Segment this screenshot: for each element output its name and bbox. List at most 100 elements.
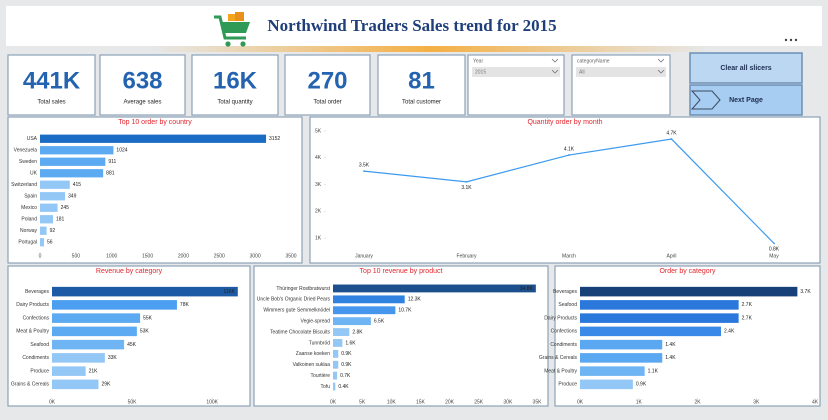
bar <box>52 326 137 337</box>
bar <box>40 169 104 178</box>
value-label: 55K <box>143 315 153 321</box>
category-label: Venezuela <box>14 148 38 154</box>
category-label: Tunnbröd <box>309 340 330 346</box>
bar <box>52 379 99 390</box>
value-label: 12.3K <box>408 297 422 303</box>
value-label: 349 <box>68 194 77 200</box>
category-label: Norway <box>20 228 37 234</box>
value-label: 10.7K <box>398 308 412 314</box>
bar <box>333 295 405 304</box>
value-label: 21K <box>89 368 99 374</box>
bar <box>580 339 663 350</box>
kpi-card <box>7 54 96 116</box>
slicer-value: 2015 <box>475 69 486 75</box>
value-label: 0.8K <box>769 247 780 253</box>
bar <box>40 157 106 166</box>
x-tick-label: 1K <box>636 399 643 405</box>
category-label: Condiments <box>550 342 577 348</box>
kpi-value: 441K <box>23 67 81 94</box>
kpi-value: 638 <box>122 67 162 94</box>
x-tick-label: 3000 <box>250 253 261 259</box>
value-label: 0.9K <box>341 351 352 357</box>
bar <box>333 328 350 336</box>
category-label: Produce <box>558 382 577 388</box>
value-label: 33K <box>108 355 118 361</box>
value-label: 3.5K <box>359 162 370 168</box>
bar <box>40 215 53 224</box>
y-tick-label: 1K <box>315 235 322 241</box>
button[interactable]: Next Page <box>689 84 803 116</box>
chart-title: Quantity order by month <box>527 119 602 126</box>
category-label: Thüringer Rostbratwurst <box>276 286 330 292</box>
y-tick-label: 2K <box>315 209 322 215</box>
bar <box>580 366 645 376</box>
bar <box>333 317 371 326</box>
value-label: 53K <box>140 329 150 335</box>
chart-panel <box>309 116 821 264</box>
x-tick-label: 30K <box>503 399 513 405</box>
bar <box>52 286 238 297</box>
value-label: 34.8K <box>520 286 534 292</box>
bar <box>52 313 141 323</box>
kpi-value: 16K <box>213 67 258 94</box>
category-label: Condiments <box>22 355 49 361</box>
x-tick-label: 2K <box>694 399 701 405</box>
value-label: 0.9K <box>636 382 647 388</box>
category-label: Vegie-spread <box>301 318 331 324</box>
x-tick-label: 25K <box>474 399 484 405</box>
dropdown[interactable] <box>576 67 666 77</box>
cart-icon <box>214 12 250 47</box>
y-tick-label: 3K <box>315 182 322 188</box>
bar <box>52 339 125 350</box>
point <box>568 154 570 156</box>
slicer[interactable]: categoryName All <box>571 54 671 116</box>
category-label: Meat & Poultry <box>544 368 577 374</box>
point <box>363 170 365 173</box>
slicer-label: categoryName <box>577 58 610 64</box>
x-tick-label: 2500 <box>214 253 225 259</box>
kpi-label: Total customer <box>402 100 441 106</box>
x-tick-label: 100K <box>206 399 218 405</box>
value-label: 911 <box>108 159 116 165</box>
x-tick-label: 0 <box>39 253 42 259</box>
category-label: Switzerland <box>11 182 37 188</box>
more-icon[interactable] <box>784 38 798 42</box>
value-label: 3152 <box>269 136 280 142</box>
x-tick-label: 10K <box>387 399 397 405</box>
y-tick-label: 4K <box>315 155 322 161</box>
slicer[interactable]: Year 2015 <box>467 54 565 116</box>
category-label: Dairy Products <box>16 302 49 308</box>
kpi-label: Total order <box>313 100 341 106</box>
kpi-value: 270 <box>307 67 347 94</box>
category-label: Grains & Cereals <box>11 382 50 388</box>
category-label: Seafood <box>558 302 577 308</box>
category-label: Beverages <box>25 289 49 295</box>
value-label: 2.4K <box>724 329 735 335</box>
bar <box>333 339 343 347</box>
value-label: 1.4K <box>665 342 676 348</box>
bar <box>333 382 336 391</box>
category-label: Meat & Poultry <box>16 329 49 335</box>
category-label: Mexico <box>21 205 37 211</box>
bar <box>580 353 663 363</box>
kpi-card <box>284 54 371 116</box>
value-label: 415 <box>73 182 82 188</box>
value-label: 1.1K <box>648 368 659 374</box>
value-label: 2.7K <box>742 315 753 321</box>
category-label: Zaanse koeken <box>296 351 330 357</box>
bar <box>40 238 45 247</box>
value-label: 2.7K <box>742 302 753 308</box>
category-label: Spain <box>24 194 37 200</box>
bar <box>333 360 339 369</box>
dropdown[interactable] <box>472 67 560 77</box>
kpi-label: Average sales <box>124 100 162 106</box>
x-tick-label: 5K <box>359 399 366 405</box>
chart-title: Top 10 revenue by product <box>360 268 443 275</box>
kpi-card <box>377 54 466 116</box>
x-tick-label: April <box>666 253 676 259</box>
value-label: 3.7K <box>800 289 811 295</box>
kpi-label: Total quantity <box>217 100 252 106</box>
bar <box>40 146 114 155</box>
button[interactable]: Clear all slicers <box>689 52 803 84</box>
